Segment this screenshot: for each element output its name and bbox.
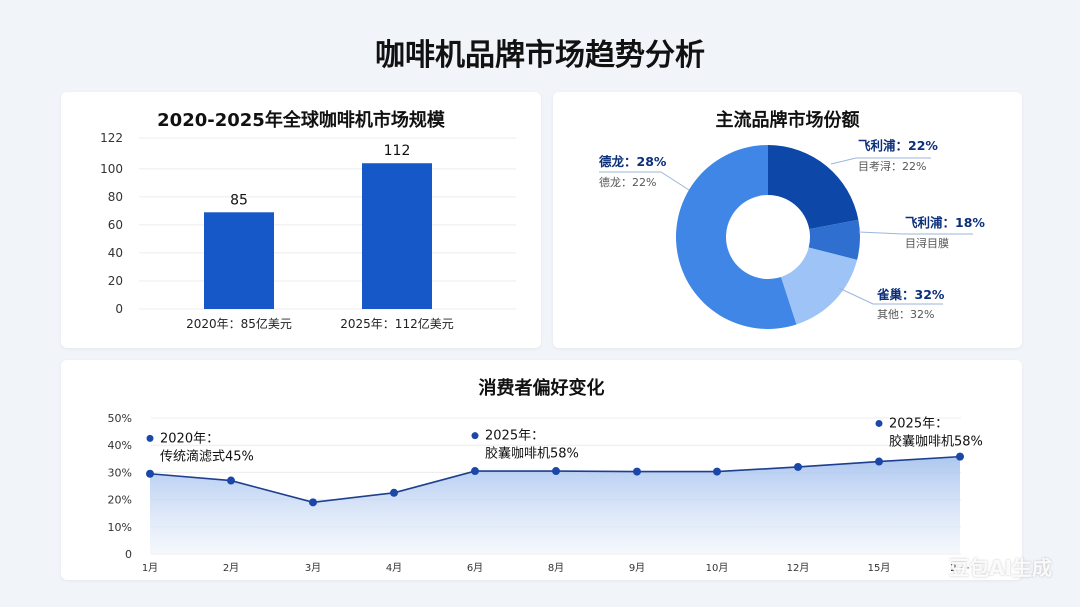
donut-slice	[808, 219, 860, 260]
annotation-label: 传统滴滤式45%	[160, 448, 254, 464]
area-x-tick-label: 15月	[868, 562, 891, 574]
annotation-label: 2025年：	[889, 416, 948, 431]
area-x-tick-label: 6月	[467, 562, 483, 574]
area-chart: 0 10% 20% 30% 40% 50% 1月 2月 3月 4月 6月 8月 9月 10月 12月 15月 2…	[108, 412, 983, 574]
bar-data-label: 85	[230, 192, 248, 208]
data-point	[956, 452, 964, 461]
data-point	[713, 467, 721, 476]
donut-leader-line	[858, 231, 973, 235]
area-y-tick-label: 20%	[108, 494, 132, 507]
area-x-tick-label: 8月	[548, 562, 564, 574]
donut-slice-sublabel: 其他：32%	[877, 308, 934, 321]
annotation-label: 2020年：	[160, 431, 219, 446]
donut-slice-sublabel: 目考浔：22%	[858, 160, 926, 173]
area-x-tick-label: 12月	[787, 562, 810, 574]
bar-chart: 0 20 40 60 80 100 122 85 2020年：85亿美元 112 2025年：112…	[100, 131, 516, 331]
donut-slice	[780, 247, 858, 325]
area-fill	[150, 456, 960, 554]
bar-y-tick-label: 100	[100, 162, 123, 176]
area-x-tick-label: 2月	[223, 562, 239, 574]
page-title: 咖啡机品牌市场趋势分析	[375, 38, 705, 73]
annotation-label: 胶囊咖啡机58%	[889, 433, 983, 449]
area-x-tick-label: 4月	[386, 562, 402, 574]
bar-y-tick-label: 60	[108, 218, 123, 232]
bar-chart-title: 2020-2025年全球咖啡机市场规模	[157, 110, 445, 131]
donut-leader-line	[599, 171, 690, 191]
donut-leader-line	[838, 287, 943, 305]
area-x-tick-label: 9月	[629, 562, 645, 574]
preference-card: 消费者偏好变化 0 10% 20% 30% 40% 50% 1月 2月 3月 4月 6月 8月 9月 10…	[61, 360, 1022, 580]
brand-share-card: 主流品牌市场份额 飞利浦：22% 目考浔：22% 飞利浦：18% 目浔目膜雀巢：32%…	[553, 92, 1022, 348]
bar-y-tick-label: 0	[115, 302, 123, 316]
bar-category-label: 2020年：85亿美元	[186, 316, 292, 331]
area-x-tick-label: 10月	[706, 562, 729, 574]
data-point	[875, 457, 883, 466]
bar-category-label: 2025年：112亿美元	[340, 316, 453, 331]
area-y-tick-label: 50%	[108, 412, 132, 425]
donut-slice-label: 飞利浦：22%	[858, 138, 938, 153]
donut-slice	[676, 145, 797, 329]
donut-slice-label: 飞利浦：18%	[905, 215, 985, 230]
data-point	[633, 467, 641, 476]
data-point	[146, 469, 154, 478]
annotation-label: 胶囊咖啡机58%	[485, 446, 579, 462]
bar	[204, 212, 274, 309]
bar-y-tick-label: 80	[108, 190, 123, 204]
annotation-marker	[471, 432, 479, 440]
data-point	[552, 467, 560, 476]
area-x-tick-label: 1月	[142, 562, 158, 574]
bar-data-label: 112	[384, 143, 411, 159]
bar-y-tick-label: 122	[100, 131, 123, 145]
data-point	[227, 476, 235, 485]
area-x-tick-label: 2 ⋯	[950, 563, 970, 574]
area-y-tick-label: 40%	[108, 439, 132, 452]
data-point	[471, 467, 479, 476]
annotation-marker	[146, 434, 154, 442]
area-y-tick-label: 10%	[108, 521, 132, 534]
area-y-tick-label: 30%	[108, 466, 132, 479]
data-point	[390, 488, 398, 497]
data-point	[309, 498, 317, 507]
donut-slice-sublabel: 目浔目膜	[905, 237, 949, 250]
area-y-tick-label: 0	[125, 548, 132, 561]
donut-slice-sublabel: 德龙：22%	[599, 175, 656, 189]
data-point	[794, 462, 802, 471]
donut-leader-line	[830, 157, 931, 165]
donut-chart-title: 主流品牌市场份额	[715, 110, 860, 131]
donut-slice-label: 雀巢：32%	[876, 287, 945, 302]
market-size-card: 2020-2025年全球咖啡机市场规模 0 20 40 60 80 100 122 85 202…	[61, 92, 541, 348]
annotation-marker	[875, 419, 883, 427]
donut-slice-label: 德龙：28%	[599, 154, 667, 169]
donut-slice	[768, 145, 859, 230]
bar-y-tick-label: 40	[108, 246, 123, 260]
area-chart-title: 消费者偏好变化	[478, 378, 605, 399]
bar	[362, 163, 432, 309]
watermark: 豆包AI生成	[949, 556, 1052, 580]
bar-y-tick-label: 20	[108, 274, 123, 288]
area-x-tick-label: 3月	[305, 562, 321, 574]
annotation-label: 2025年：	[485, 429, 544, 444]
